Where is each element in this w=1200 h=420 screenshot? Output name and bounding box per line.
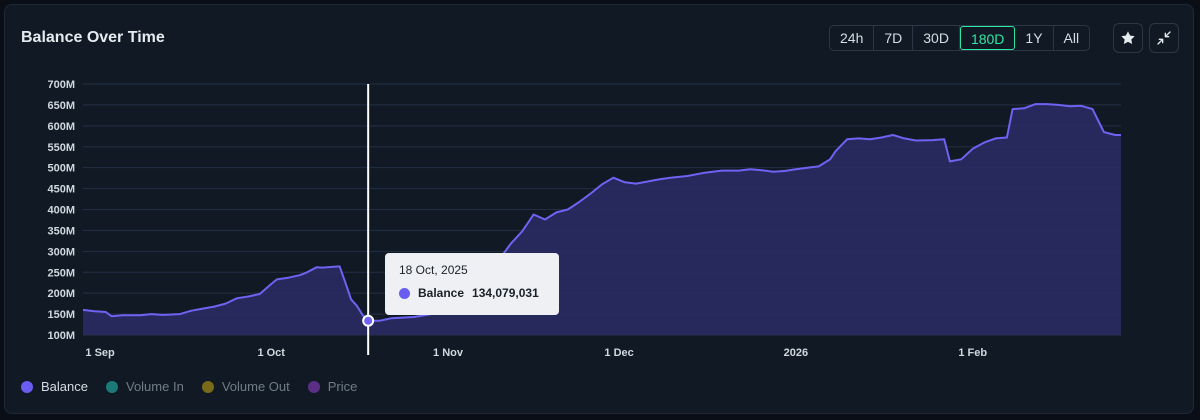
legend-dot-volume-out xyxy=(201,380,214,393)
x-tick-label: 1 Dec xyxy=(604,347,633,359)
tooltip-series-label: Balance xyxy=(418,286,465,300)
tooltip-series-dot xyxy=(399,287,410,299)
range-selector: 24h 7D 30D 180D 1Y All xyxy=(829,25,1091,51)
x-tick-label: 2026 xyxy=(784,347,808,359)
y-axis: 100M 150M 200M 250M 300M 350M 400M 450M 500M 550M… xyxy=(47,79,75,342)
range-180d-button[interactable]: 180D xyxy=(959,26,1016,50)
x-tick-label: 1 Sep xyxy=(85,347,115,359)
x-tick-label: 1 Feb xyxy=(958,347,987,359)
favorite-button[interactable] xyxy=(1113,23,1143,53)
y-tick-label: 200M xyxy=(47,288,75,300)
y-tick-label: 300M xyxy=(47,246,75,258)
tooltip-date: 18 Oct, 2025 xyxy=(399,263,468,277)
legend-label-volume-out: Volume Out xyxy=(221,379,290,394)
y-tick-label: 250M xyxy=(47,267,75,279)
balance-area xyxy=(83,104,1121,335)
collapse-icon xyxy=(1157,31,1171,45)
y-tick-label: 100M xyxy=(47,330,75,342)
legend-item-volume-in[interactable]: Volume In xyxy=(105,379,184,394)
range-30d-button[interactable]: 30D xyxy=(913,26,960,50)
chart-panel: Balance Over Time 24h 7D 30D 180D 1Y All… xyxy=(4,4,1194,414)
chart-tooltip: 18 Oct, 2025 Balance 134,079,031 xyxy=(385,253,559,315)
range-7d-button[interactable]: 7D xyxy=(874,26,914,50)
legend-item-price[interactable]: Price xyxy=(307,379,358,394)
y-tick-label: 350M xyxy=(47,225,75,237)
y-tick-label: 150M xyxy=(47,309,75,321)
star-icon xyxy=(1121,31,1135,44)
y-tick-label: 550M xyxy=(47,142,75,154)
x-tick-label: 1 Nov xyxy=(433,347,464,359)
legend-label-balance: Balance xyxy=(41,379,88,394)
tooltip-value: 134,079,031 xyxy=(472,286,539,300)
balance-chart: 100M 150M 200M 250M 300M 350M 400M 450M 500M 550M… xyxy=(47,79,1121,359)
x-axis: 1 Sep 1 Oct 1 Nov 1 Dec 2026 1 Feb xyxy=(85,347,987,359)
y-tick-label: 400M xyxy=(47,205,75,217)
y-tick-label: 650M xyxy=(47,100,75,112)
legend-item-volume-out[interactable]: Volume Out xyxy=(201,379,290,394)
x-tick-label: 1 Oct xyxy=(257,347,285,359)
legend-label-volume-in: Volume In xyxy=(125,379,184,394)
range-1y-button[interactable]: 1Y xyxy=(1015,26,1054,50)
legend-item-balance[interactable]: Balance xyxy=(21,379,88,394)
legend-dot-volume-in xyxy=(105,380,118,393)
collapse-button[interactable] xyxy=(1149,23,1179,53)
y-tick-label: 500M xyxy=(47,163,75,175)
range-all-button[interactable]: All xyxy=(1063,30,1080,46)
y-tick-label: 700M xyxy=(47,79,75,91)
chart-title: Balance Over Time xyxy=(21,29,165,46)
balance-line xyxy=(82,103,1121,322)
legend-dot-balance xyxy=(21,380,33,393)
legend-label-price: Price xyxy=(327,379,358,394)
range-24h-button[interactable]: 24h xyxy=(830,26,875,50)
legend-dot-price xyxy=(307,380,320,393)
y-tick-label: 600M xyxy=(47,121,75,133)
hover-point xyxy=(362,314,375,327)
chart-legend: Balance Volume In Volume Out Price xyxy=(21,379,375,394)
y-tick-label: 450M xyxy=(47,184,75,196)
